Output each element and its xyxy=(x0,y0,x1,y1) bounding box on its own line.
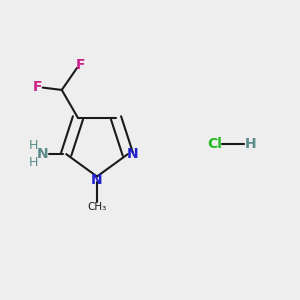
Text: N: N xyxy=(37,147,49,161)
Text: CH₃: CH₃ xyxy=(87,202,106,212)
Text: Cl: Cl xyxy=(207,137,222,151)
Text: N: N xyxy=(91,173,103,187)
Text: H: H xyxy=(29,156,38,169)
Text: H: H xyxy=(29,140,38,152)
Text: N: N xyxy=(127,147,138,161)
Text: F: F xyxy=(76,58,86,72)
Text: F: F xyxy=(33,80,42,94)
Text: H: H xyxy=(244,137,256,151)
